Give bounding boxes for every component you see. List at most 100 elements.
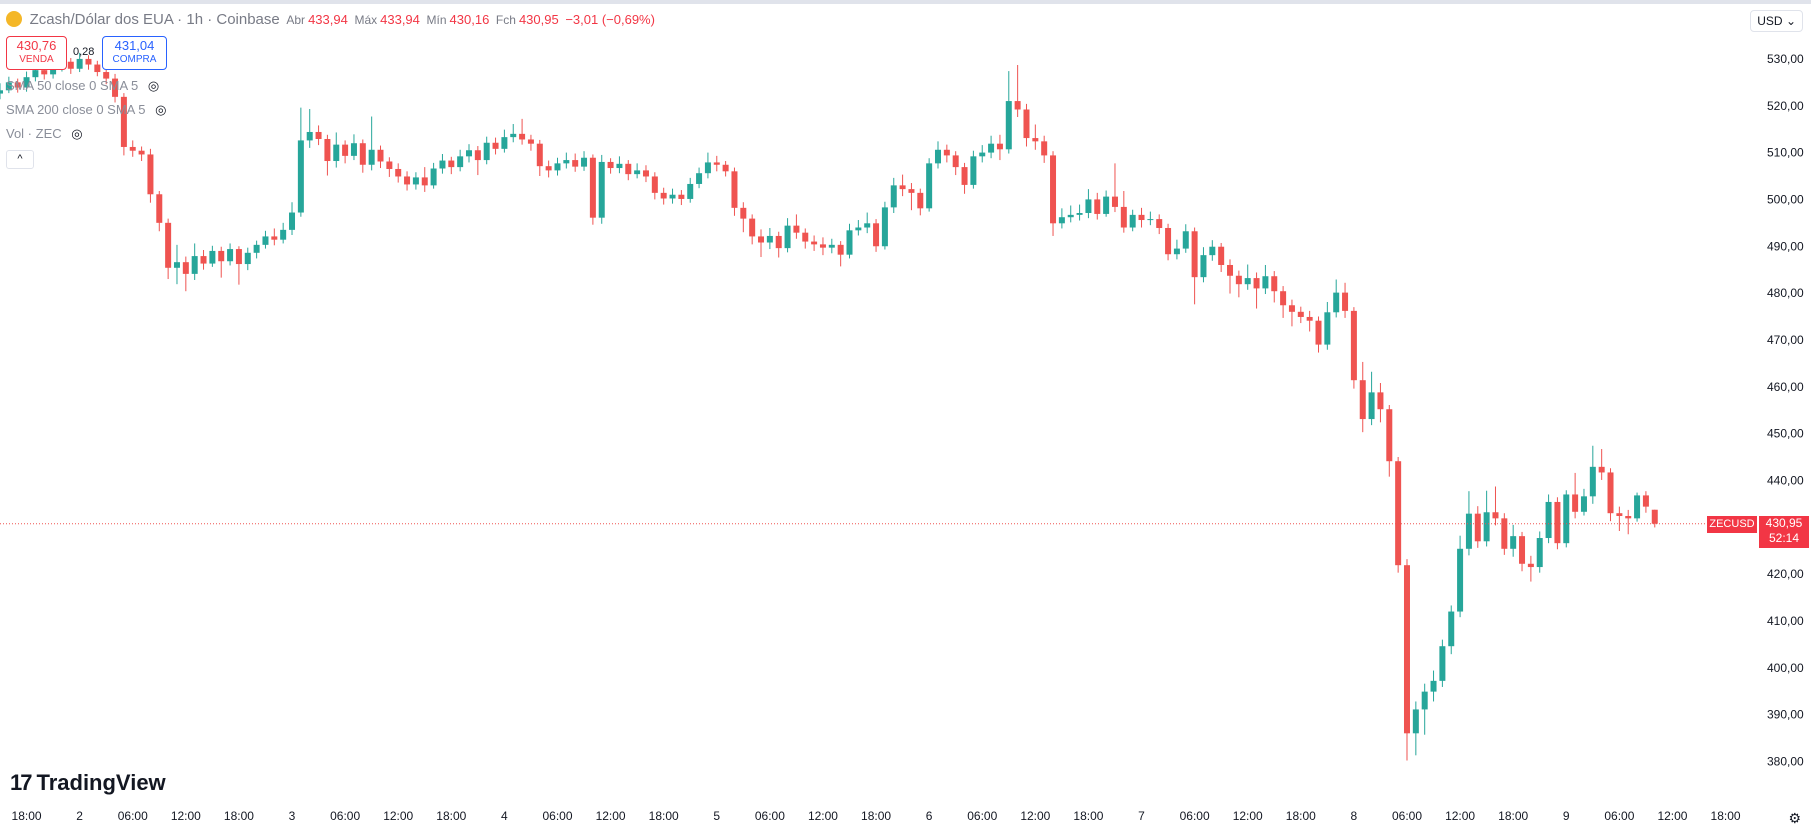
candle-body (1165, 227, 1172, 255)
brand-name: TradingView (36, 770, 166, 795)
candle-body (386, 161, 393, 169)
y-tick-label: 500,00 (1767, 193, 1804, 207)
candle-body (218, 250, 225, 262)
candle-body (1377, 392, 1384, 410)
candle-body (147, 154, 154, 195)
candle-body (32, 70, 39, 78)
candle-body (103, 72, 110, 79)
candle-body (616, 163, 623, 169)
candle-body (1023, 109, 1030, 139)
candle-body (492, 142, 499, 149)
candle-body (881, 207, 888, 247)
candle-body (412, 177, 419, 185)
candle-body (536, 143, 543, 167)
candle-body (1625, 516, 1632, 519)
x-tick-label: 18:00 (1073, 809, 1103, 823)
candle-body (5, 82, 12, 91)
low-value: 430,16 (449, 12, 490, 27)
candle-body (1412, 709, 1419, 734)
candle-body (598, 161, 605, 218)
x-tick-label: 18:00 (436, 809, 466, 823)
indicator-label: SMA 50 close 0 SMA 5 (6, 78, 139, 93)
x-tick-label: 12:00 (596, 809, 626, 823)
candle-body (1076, 212, 1083, 215)
badge-price: 430,95 (1765, 516, 1803, 530)
candle-body (1218, 246, 1225, 265)
x-tick-label: 7 (1138, 809, 1145, 823)
candle-body (227, 249, 234, 262)
x-tick-label: 18:00 (649, 809, 679, 823)
buy-button[interactable]: 431,04 COMPRA (102, 36, 167, 70)
candle-body (527, 139, 534, 144)
sell-button[interactable]: 430,76 VENDA (6, 36, 67, 70)
candle-body (1342, 292, 1349, 311)
high-value: 433,94 (380, 12, 420, 27)
close-label: Fch (495, 13, 516, 27)
y-tick-label: 530,00 (1767, 52, 1804, 66)
candle-body (1315, 320, 1322, 345)
candle-body (581, 157, 588, 167)
candle-body (731, 171, 738, 208)
candle-body (209, 250, 216, 264)
candle-body (740, 207, 747, 219)
candle-body (1094, 199, 1101, 214)
candle-body (1200, 255, 1207, 278)
collapse-button[interactable]: ^ (6, 150, 34, 169)
x-tick-label: 12:00 (1020, 809, 1050, 823)
candle-body (165, 222, 172, 268)
open-label: Abr (286, 13, 306, 27)
candle-body (1642, 495, 1649, 507)
x-tick-label: 4 (501, 809, 508, 823)
candle-body (430, 168, 437, 186)
candle-body (253, 244, 260, 253)
y-tick-label: 380,00 (1767, 755, 1804, 769)
indicator-sma50[interactable]: SMA 50 close 0 SMA 5 ◎ (6, 78, 159, 94)
x-tick-label: 12:00 (1445, 809, 1475, 823)
candle-body (961, 167, 968, 185)
y-tick-label: 510,00 (1767, 146, 1804, 160)
x-tick-label: 18:00 (12, 809, 42, 823)
candle-body (289, 212, 296, 230)
candle-body (1041, 141, 1048, 156)
x-tick-label: 3 (289, 809, 296, 823)
x-tick-label: 06:00 (1180, 809, 1210, 823)
candle-body (156, 194, 163, 223)
candle-body (1492, 512, 1499, 519)
indicator-sma200[interactable]: SMA 200 close 0 SMA 5 ◎ (6, 102, 166, 118)
symbol-title[interactable]: Zcash/Dólar dos EUA · 1h · Coinbase (29, 11, 280, 28)
candle-body (1014, 101, 1021, 110)
y-tick-label: 460,00 (1767, 380, 1804, 394)
eye-icon[interactable]: ◎ (155, 102, 167, 117)
settings-icon[interactable]: ⚙ (1788, 810, 1801, 826)
candle-body (1103, 196, 1110, 214)
currency-button[interactable]: USD ⌄ (1750, 10, 1803, 32)
indicator-vol[interactable]: Vol · ZEC ◎ (6, 126, 83, 142)
candle-body (899, 185, 906, 190)
x-tick-label: 18:00 (1711, 809, 1741, 823)
x-tick-label: 12:00 (383, 809, 413, 823)
candle-body (1634, 495, 1641, 519)
brand-logo[interactable]: 17 TradingView (10, 770, 166, 796)
candle-body (642, 170, 649, 177)
eye-icon[interactable]: ◎ (147, 78, 160, 93)
y-tick-label: 390,00 (1767, 708, 1804, 722)
y-tick-label: 480,00 (1767, 286, 1804, 300)
candle-body (1403, 565, 1410, 734)
candle-body (1050, 155, 1057, 224)
candle-body (873, 223, 880, 247)
candle-body (41, 70, 48, 75)
x-tick-label: 06:00 (967, 809, 997, 823)
candle-body (696, 173, 703, 184)
candle-body (129, 146, 136, 151)
candle-body (85, 58, 92, 65)
y-tick-label: 520,00 (1767, 99, 1804, 113)
candle-body (713, 162, 720, 165)
candle-body (359, 143, 366, 165)
candle-body (766, 235, 773, 243)
candle-body (14, 82, 21, 88)
eye-icon[interactable]: ◎ (71, 126, 83, 141)
candle-body (1421, 691, 1428, 710)
candle-body (280, 229, 287, 240)
candle-body (1572, 494, 1579, 512)
candle-body (846, 230, 853, 255)
